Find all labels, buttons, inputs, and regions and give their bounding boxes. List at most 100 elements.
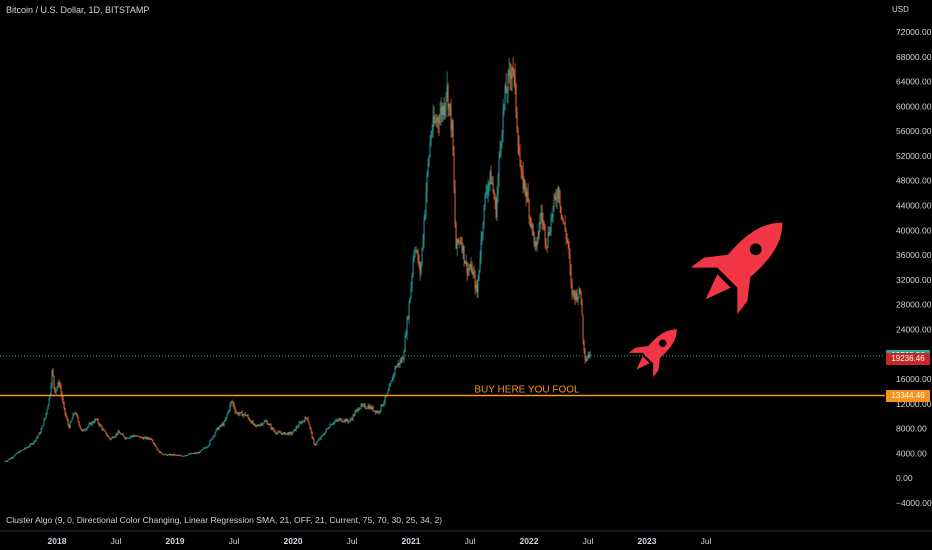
y-tick-label: 40000.00 bbox=[896, 225, 932, 235]
candle-body bbox=[281, 433, 283, 435]
candle-body bbox=[99, 424, 101, 426]
candle-body bbox=[558, 187, 560, 199]
candle-body bbox=[351, 419, 353, 420]
candle-body bbox=[497, 176, 499, 195]
candle-body bbox=[441, 107, 443, 115]
candle-body bbox=[409, 297, 411, 304]
candle-body bbox=[314, 444, 316, 446]
candle-body bbox=[12, 457, 14, 458]
candle-body bbox=[545, 240, 547, 247]
candle-body bbox=[89, 423, 91, 425]
candle-body bbox=[411, 274, 413, 286]
x-tick-label: 2021 bbox=[402, 536, 421, 546]
candle-body bbox=[48, 398, 50, 406]
candle-body bbox=[106, 434, 108, 436]
candle-body bbox=[363, 404, 365, 406]
candle-body bbox=[112, 437, 114, 438]
candle-body bbox=[17, 452, 19, 454]
candle-body bbox=[156, 447, 158, 450]
candle-body bbox=[78, 421, 80, 426]
candle-body bbox=[436, 117, 438, 122]
candle-body bbox=[90, 423, 92, 425]
candle-body bbox=[541, 213, 543, 221]
symbol-title[interactable]: Bitcoin / U.S. Dollar, 1D, BITSTAMP bbox=[6, 5, 150, 15]
candle-body bbox=[67, 420, 69, 425]
candle-body bbox=[65, 413, 67, 418]
candle-body bbox=[131, 435, 133, 437]
candle-body bbox=[215, 429, 217, 433]
candle-body bbox=[415, 250, 417, 252]
candle-body bbox=[498, 157, 500, 177]
candle-body bbox=[462, 245, 464, 252]
candle-body bbox=[50, 385, 52, 395]
candle-body bbox=[187, 454, 189, 456]
x-tick-label: Jul bbox=[347, 536, 358, 546]
candle-body bbox=[41, 425, 43, 430]
candle-body bbox=[24, 447, 26, 450]
candle-body bbox=[4, 461, 6, 463]
candle-body bbox=[542, 220, 544, 223]
candle-body bbox=[487, 186, 489, 193]
candle-body bbox=[424, 211, 426, 220]
candle-body bbox=[73, 413, 75, 415]
x-tick-label: Jul bbox=[701, 536, 712, 546]
candle-body bbox=[587, 354, 589, 359]
candle-body bbox=[206, 446, 208, 448]
candle-body bbox=[198, 452, 200, 454]
candle-body bbox=[579, 288, 581, 294]
y-tick-label: 68000.00 bbox=[896, 52, 932, 62]
candle-body bbox=[397, 362, 399, 366]
candle-body bbox=[585, 359, 587, 361]
candle-body bbox=[566, 237, 568, 240]
candle-body bbox=[233, 404, 235, 409]
candle-body bbox=[132, 435, 134, 437]
candle-body bbox=[419, 262, 421, 274]
candle-body bbox=[54, 387, 56, 393]
candle-body bbox=[466, 261, 468, 274]
candle-body bbox=[122, 434, 124, 436]
candle-body bbox=[179, 455, 181, 457]
candle-body bbox=[162, 454, 164, 455]
candle-body bbox=[275, 433, 277, 434]
candle-body bbox=[506, 92, 508, 94]
candle-body bbox=[26, 447, 28, 449]
candle-body bbox=[163, 454, 165, 456]
candle-body bbox=[504, 85, 506, 105]
candle-body bbox=[31, 443, 33, 445]
candle-body bbox=[294, 429, 296, 431]
x-tick-label: 2020 bbox=[284, 536, 303, 546]
candle-body bbox=[514, 74, 516, 84]
candle-body bbox=[488, 182, 490, 187]
candle-body bbox=[443, 105, 445, 116]
candle-body bbox=[219, 425, 221, 428]
candle-body bbox=[165, 454, 167, 456]
candle-body bbox=[338, 419, 340, 421]
candle-body bbox=[72, 413, 74, 419]
candle-body bbox=[66, 417, 68, 421]
candle-body bbox=[19, 450, 21, 453]
candle-body bbox=[457, 238, 459, 243]
candle-body bbox=[291, 433, 293, 435]
candle-body bbox=[172, 454, 174, 456]
candle-body bbox=[502, 110, 504, 135]
candle-body bbox=[118, 431, 120, 433]
candle-body bbox=[442, 105, 444, 115]
y-tick-label: 56000.00 bbox=[896, 126, 932, 136]
candle-body bbox=[39, 432, 41, 434]
candle-body bbox=[366, 408, 368, 409]
candle-body bbox=[81, 430, 83, 432]
y-tick-label: 24000.00 bbox=[896, 324, 932, 334]
candle-body bbox=[58, 382, 60, 385]
candle-body bbox=[146, 437, 148, 439]
indicator-legend[interactable]: Cluster Algo (9, 0, Directional Color Ch… bbox=[6, 515, 443, 525]
candle-body bbox=[201, 449, 203, 451]
candle-body bbox=[249, 420, 251, 422]
candle-body bbox=[546, 246, 548, 247]
candle-body bbox=[152, 440, 154, 443]
candle-body bbox=[203, 447, 205, 449]
candle-body bbox=[110, 438, 112, 440]
candle-body bbox=[113, 437, 115, 438]
candle-body bbox=[302, 420, 304, 422]
candle-body bbox=[231, 401, 233, 403]
